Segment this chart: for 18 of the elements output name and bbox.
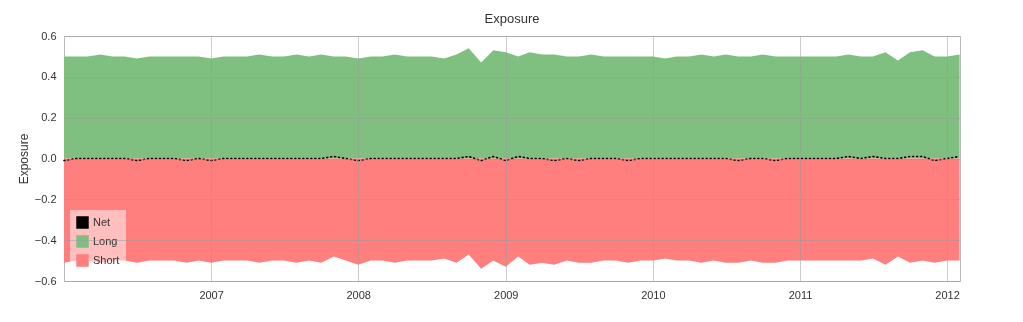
y-tick-label: −0.6 xyxy=(34,274,57,287)
legend-label: Net xyxy=(93,215,111,228)
x-tick-label: 2007 xyxy=(199,288,224,301)
chart-title: Exposure xyxy=(484,11,540,26)
legend-label: Long xyxy=(93,234,118,247)
y-axis-title: Exposure xyxy=(16,133,31,185)
y-tick-label: 0.0 xyxy=(41,152,57,164)
x-tick-label: 2011 xyxy=(788,288,813,301)
x-tick-label: 2009 xyxy=(494,288,519,301)
x-tick-label: 2008 xyxy=(346,288,371,301)
y-tick-label: 0.2 xyxy=(41,111,57,124)
x-tick-label: 2012 xyxy=(935,288,960,301)
y-tick-label: 0.4 xyxy=(41,70,57,83)
y-tick-label: 0.6 xyxy=(41,29,57,42)
x-tick-label: 2010 xyxy=(641,288,666,301)
y-tick-label: −0.4 xyxy=(34,233,57,246)
y-tick-label: −0.2 xyxy=(34,192,57,205)
legend-label: Short xyxy=(93,253,120,266)
